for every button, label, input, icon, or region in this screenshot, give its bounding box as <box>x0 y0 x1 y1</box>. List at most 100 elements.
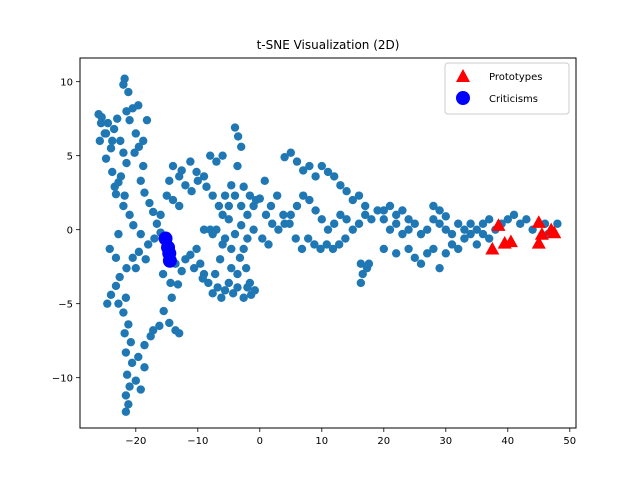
embedding-point <box>220 286 230 295</box>
prototypes-point <box>531 236 546 249</box>
embedding-point <box>224 278 233 288</box>
embedding-point <box>466 219 475 228</box>
embedding-point <box>237 201 246 211</box>
embedding-point <box>125 382 134 391</box>
legend-criticisms-marker <box>456 91 470 105</box>
embedding-point <box>101 154 111 163</box>
y-tick-label: 0 <box>67 226 73 237</box>
embedding-point <box>120 191 129 200</box>
embedding-point <box>316 244 325 254</box>
embedding-point <box>136 229 145 239</box>
embedding-point <box>291 234 300 243</box>
embedding-point <box>260 176 269 186</box>
embedding-point <box>224 201 233 211</box>
embedding-point <box>485 215 494 224</box>
legend-prototypes-marker <box>456 69 470 82</box>
embedding-point <box>416 229 426 239</box>
embedding-point <box>274 225 283 234</box>
embedding-point <box>108 136 117 146</box>
embedding-point <box>228 289 238 298</box>
embedding-point <box>181 181 190 190</box>
embedding-point <box>119 148 128 157</box>
embedding-point <box>250 286 260 295</box>
embedding-point <box>435 206 444 215</box>
embedding-point <box>131 263 140 273</box>
embedding-point <box>379 215 388 224</box>
embedding-point <box>145 198 154 208</box>
embedding-point <box>192 244 201 254</box>
embedding-point <box>237 221 246 230</box>
legend-criticisms-label: Criticisms <box>489 94 538 105</box>
embedding-point <box>239 244 248 254</box>
embedding-point <box>466 229 475 239</box>
embedding-point <box>336 181 345 190</box>
embedding-point <box>245 191 255 200</box>
embedding-point <box>410 253 419 262</box>
embedding-point <box>95 136 105 146</box>
embedding-point <box>114 229 123 239</box>
embedding-point <box>292 157 302 166</box>
embedding-point <box>268 219 277 228</box>
embedding-point <box>155 321 164 331</box>
embedding-point <box>198 274 207 283</box>
embedding-point <box>516 219 525 228</box>
embedding-point <box>423 249 432 258</box>
embedding-point <box>354 219 364 228</box>
embedding-point <box>404 215 413 224</box>
embedding-point <box>241 263 251 273</box>
embedding-point <box>285 219 294 228</box>
embedding-point <box>96 118 106 128</box>
embedding-point <box>120 329 129 338</box>
embedding-point <box>122 158 131 168</box>
embedding-point <box>129 221 138 230</box>
embedding-point <box>111 189 121 199</box>
embedding-point <box>336 210 345 220</box>
embedding-point <box>119 308 128 317</box>
embedding-point <box>116 172 126 181</box>
embedding-point <box>148 207 158 217</box>
embedding-point <box>103 118 113 128</box>
embedding-point <box>175 201 184 211</box>
embedding-point <box>522 215 531 224</box>
x-tick-label: 20 <box>377 436 390 447</box>
embedding-point <box>342 215 351 224</box>
embedding-point <box>472 225 481 234</box>
embedding-point <box>212 157 221 166</box>
embedding-point <box>134 352 143 362</box>
embedding-point <box>292 201 302 211</box>
embedding-point <box>429 201 438 211</box>
embedding-point <box>348 195 357 205</box>
embedding-point <box>435 219 444 228</box>
embedding-point <box>165 176 174 186</box>
chart-title: t-SNE Visualization (2D) <box>257 38 400 52</box>
embedding-point <box>404 244 413 254</box>
embedding-point <box>233 161 242 171</box>
embedding-point <box>328 244 338 254</box>
legend-frame <box>444 62 570 115</box>
y-tick-label: 5 <box>67 152 73 163</box>
points-layer <box>94 74 562 416</box>
embedding-point <box>127 358 137 368</box>
embedding-point <box>361 201 370 211</box>
embedding-point <box>330 172 339 181</box>
embedding-point <box>144 240 153 249</box>
embedding-point <box>124 87 133 97</box>
embedding-point <box>140 340 149 350</box>
embedding-point <box>503 215 512 224</box>
embedding-point <box>167 293 176 302</box>
embedding-point <box>249 225 258 234</box>
y-tick-label: −10 <box>52 374 73 385</box>
embedding-point <box>116 136 125 146</box>
embedding-point <box>311 172 320 181</box>
embedding-point <box>140 363 149 372</box>
embedding-point <box>218 240 227 249</box>
embedding-point <box>224 215 233 224</box>
embedding-point <box>227 263 236 273</box>
embedding-point <box>192 167 201 177</box>
embedding-point <box>125 210 134 220</box>
embedding-point <box>210 269 220 279</box>
embedding-point <box>142 115 152 125</box>
embedding-point <box>454 219 463 228</box>
embedding-point <box>119 201 128 211</box>
embedding-point <box>128 253 137 262</box>
